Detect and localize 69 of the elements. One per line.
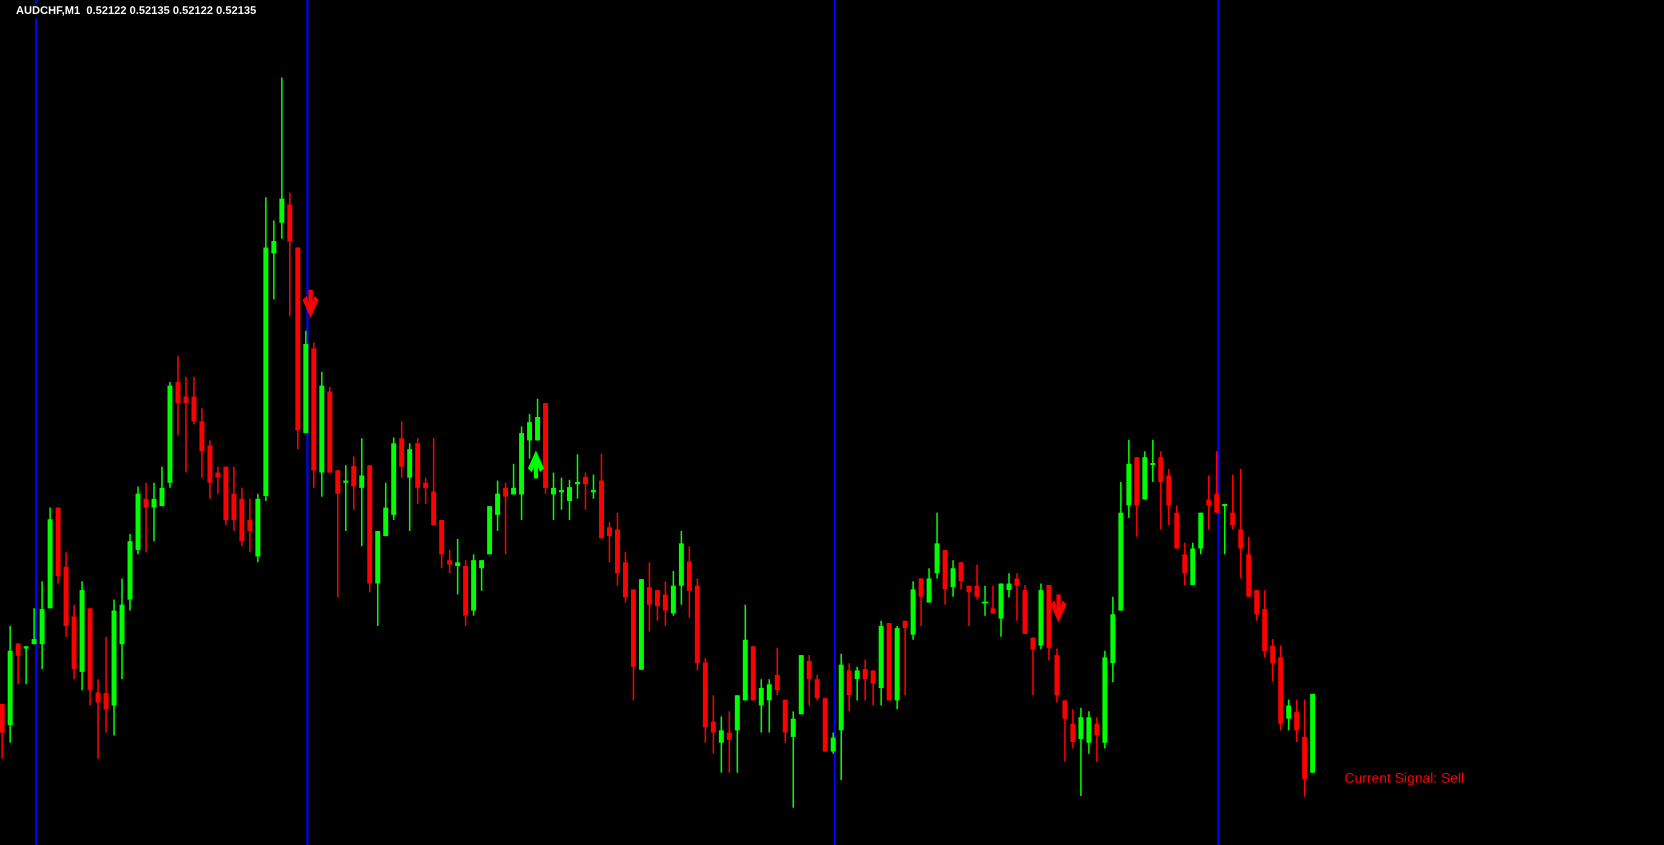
candlestick bbox=[862, 658, 868, 702]
candlestick bbox=[974, 563, 980, 601]
candlestick bbox=[575, 453, 580, 500]
candlestick bbox=[758, 678, 764, 734]
candlestick bbox=[1230, 473, 1236, 531]
candlestick bbox=[662, 580, 668, 627]
candlestick bbox=[423, 476, 429, 505]
candlestick bbox=[1182, 541, 1188, 586]
candlestick bbox=[1070, 708, 1076, 750]
candlestick bbox=[15, 642, 21, 686]
candlestick bbox=[247, 498, 253, 553]
candlestick bbox=[527, 413, 533, 460]
chart-title: AUDCHF,M1 0.52122 0.52135 0.52122 0.52135 bbox=[16, 6, 256, 16]
candlestick bbox=[559, 476, 564, 511]
candlestick bbox=[726, 710, 732, 774]
candlestick bbox=[31, 607, 37, 645]
candlestick bbox=[351, 455, 357, 511]
candlestick bbox=[1270, 638, 1276, 683]
candlestick bbox=[1150, 438, 1156, 483]
candlestick bbox=[215, 465, 221, 495]
candlestick bbox=[159, 465, 165, 507]
candlestick bbox=[950, 559, 956, 598]
candlestick bbox=[583, 471, 588, 511]
candlestick bbox=[551, 471, 556, 521]
candlestick bbox=[591, 473, 596, 500]
candlestick bbox=[1062, 699, 1068, 763]
candlestick bbox=[1094, 716, 1100, 763]
candlestick bbox=[1214, 450, 1220, 514]
candlestick bbox=[814, 674, 820, 702]
candlestick bbox=[535, 397, 541, 442]
candlestick bbox=[870, 669, 876, 707]
candlestick bbox=[966, 584, 972, 627]
candlestick bbox=[918, 577, 924, 627]
candlestick bbox=[183, 376, 189, 474]
candlestick bbox=[710, 694, 716, 755]
candlestick bbox=[718, 715, 724, 774]
text: Current Signal: Sell bbox=[1345, 772, 1464, 786]
candlestick bbox=[271, 219, 277, 301]
candlestick bbox=[447, 549, 453, 575]
candlestick bbox=[495, 479, 501, 532]
candlestick bbox=[359, 437, 365, 548]
candlestick bbox=[606, 521, 612, 564]
candlestick bbox=[567, 479, 572, 521]
candlestick bbox=[175, 354, 181, 437]
candlestick bbox=[646, 561, 652, 633]
candlestick bbox=[335, 469, 341, 599]
candlestick bbox=[455, 538, 461, 596]
candlestick bbox=[766, 678, 772, 734]
candlestick bbox=[654, 589, 660, 622]
candlestick bbox=[830, 731, 836, 755]
candlestick bbox=[1286, 698, 1292, 732]
candlestick bbox=[23, 645, 29, 686]
candlestick bbox=[1030, 636, 1036, 697]
candlestick bbox=[503, 481, 509, 556]
candlestick bbox=[806, 654, 812, 707]
candlestick bbox=[1222, 503, 1228, 556]
candlestick bbox=[479, 559, 485, 592]
candlestick bbox=[854, 666, 860, 702]
candlestick bbox=[902, 620, 908, 697]
candlestick bbox=[1238, 468, 1244, 580]
candlestick bbox=[958, 561, 964, 591]
candlestick bbox=[1078, 706, 1084, 797]
candlestick bbox=[95, 678, 101, 760]
candlestick bbox=[774, 647, 780, 697]
candlestick bbox=[103, 636, 109, 734]
candlestick bbox=[343, 464, 349, 532]
candlestick bbox=[1294, 698, 1300, 743]
candlestick bbox=[790, 710, 796, 809]
candlestick bbox=[511, 462, 517, 496]
